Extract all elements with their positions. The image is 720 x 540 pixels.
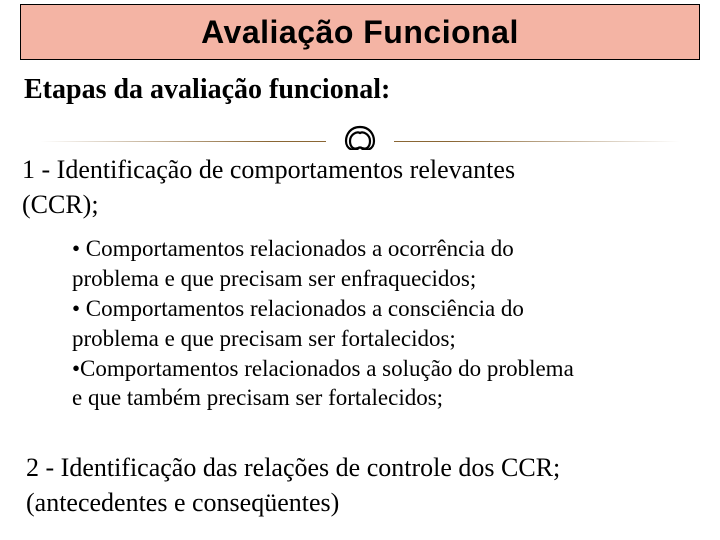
bullet-3-line-1: •Comportamentos relacionados a solução d… <box>72 354 686 384</box>
bullet-1-line-2: problema e que precisam ser enfraquecido… <box>72 264 686 294</box>
subtitle-container: Etapas da avaliação funcional: <box>18 72 396 108</box>
step-1: 1 - Identificação de comportamentos rele… <box>18 150 690 224</box>
step-2-line-1: 2 - Identificação das relações de contro… <box>26 450 686 485</box>
bullet-2-line-1: • Comportamentos relacionados a consciên… <box>72 294 686 324</box>
bullet-1-line-1: • Comportamentos relacionados a ocorrênc… <box>72 234 686 264</box>
step-2: 2 - Identificação das relações de contro… <box>22 448 690 522</box>
step-1-line-2: (CCR); <box>22 187 686 222</box>
bullet-2-line-2: problema e que precisam ser fortalecidos… <box>72 324 686 354</box>
step-1-line-1: 1 - Identificação de comportamentos rele… <box>22 152 686 187</box>
slide-subtitle: Etapas da avaliação funcional: <box>24 74 390 105</box>
step-2-line-2: (antecedentes e conseqüentes) <box>26 485 686 520</box>
section-divider <box>40 140 680 142</box>
slide-title: Avaliação Funcional <box>201 14 519 51</box>
divider-line-right <box>394 141 680 142</box>
bullet-list: • Comportamentos relacionados a ocorrênc… <box>68 232 690 415</box>
divider-line-left <box>40 141 326 142</box>
title-container: Avaliação Funcional <box>20 4 700 60</box>
slide: Avaliação Funcional Etapas da avaliação … <box>0 0 720 540</box>
bullet-3-line-2: e que também precisam ser fortalecidos; <box>72 383 686 413</box>
